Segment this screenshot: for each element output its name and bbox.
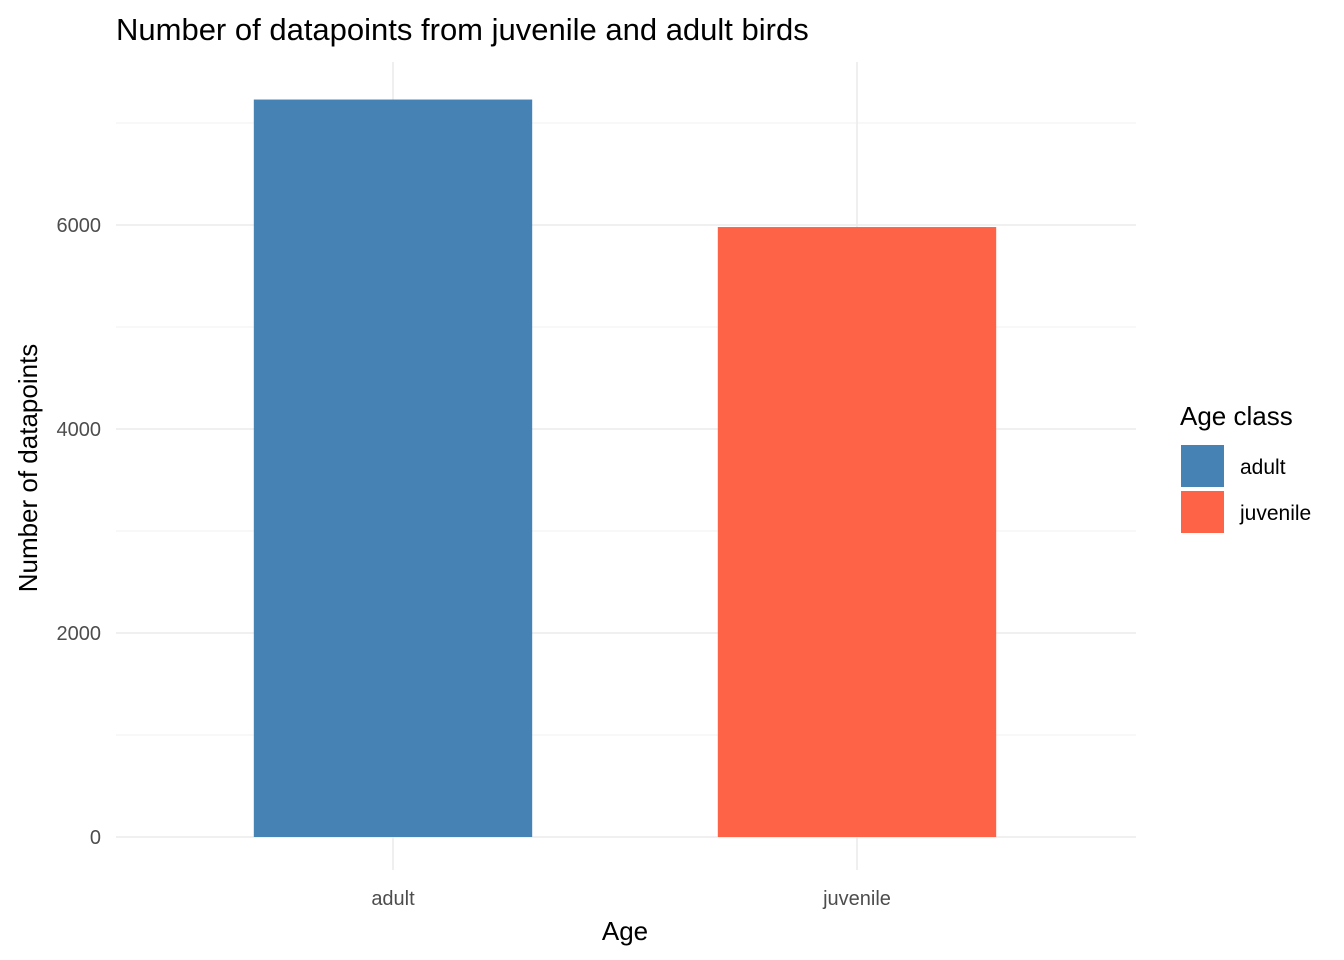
legend-label: adult xyxy=(1240,456,1286,479)
x-tick-label: juvenile xyxy=(822,888,891,910)
legend-key-juvenile xyxy=(1181,491,1224,533)
x-axis-ticks: adult juvenile xyxy=(371,888,891,910)
y-axis-ticks: 0 2000 4000 6000 xyxy=(57,215,102,849)
y-axis-title: Number of datapoints xyxy=(13,344,43,593)
y-tick-label: 2000 xyxy=(57,623,102,645)
x-axis-title: Age xyxy=(602,916,648,946)
y-tick-label: 4000 xyxy=(57,419,102,441)
x-tick-label: adult xyxy=(371,888,415,910)
legend-key-adult xyxy=(1181,445,1224,487)
legend: Age class adult juvenile xyxy=(1180,401,1311,533)
y-tick-label: 6000 xyxy=(57,215,102,237)
y-tick-label: 0 xyxy=(90,827,101,849)
legend-label: juvenile xyxy=(1239,502,1311,525)
bars xyxy=(253,99,997,838)
bar-juvenile xyxy=(717,227,997,838)
legend-entries: adult juvenile xyxy=(1181,445,1311,533)
bar-adult xyxy=(253,99,533,838)
chart-title: Number of datapoints from juvenile and a… xyxy=(116,12,809,47)
legend-title: Age class xyxy=(1180,401,1293,431)
